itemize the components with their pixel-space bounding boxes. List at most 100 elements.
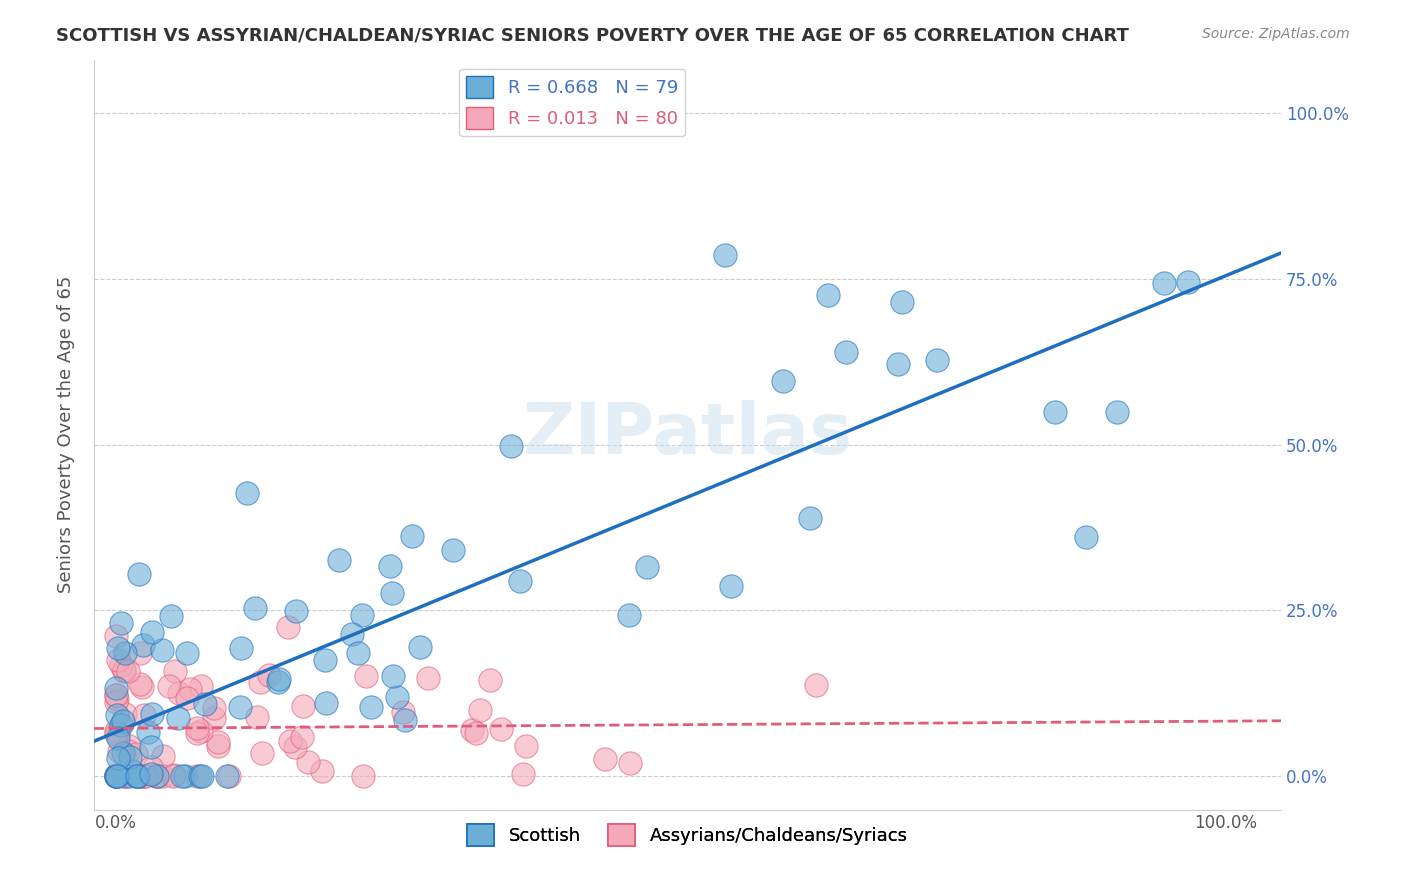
Point (190, 723, 212, 738)
Point (285, 604, 308, 618)
Point (619, 756, 641, 771)
Point (925, 353, 948, 368)
Point (169, 686, 191, 700)
Point (207, 739, 229, 753)
Point (146, 769, 169, 783)
Point (461, 723, 484, 737)
Point (834, 344, 856, 359)
Point (806, 678, 828, 692)
Point (128, 646, 150, 660)
Point (416, 671, 439, 685)
Point (132, 769, 155, 783)
Point (409, 640, 432, 654)
Point (132, 638, 155, 652)
Point (887, 357, 910, 371)
Point (145, 769, 167, 783)
Point (105, 695, 128, 709)
Point (111, 746, 134, 760)
Point (1107, 405, 1129, 419)
Point (118, 739, 141, 754)
Point (202, 701, 225, 715)
Point (141, 624, 163, 639)
Point (105, 727, 128, 741)
Point (162, 769, 184, 783)
Point (315, 696, 337, 710)
Point (394, 713, 416, 727)
Point (1177, 275, 1199, 289)
Point (105, 629, 128, 643)
Point (132, 769, 155, 783)
Point (127, 769, 149, 783)
Point (170, 769, 193, 783)
Point (129, 677, 152, 691)
Point (509, 574, 531, 588)
Point (135, 769, 157, 783)
Point (150, 643, 173, 657)
Point (186, 721, 208, 735)
Point (190, 679, 212, 693)
Point (354, 669, 377, 683)
Point (292, 698, 315, 713)
Point (441, 542, 464, 557)
Point (186, 769, 208, 783)
Point (353, 769, 375, 783)
Point (772, 374, 794, 388)
Point (105, 688, 128, 702)
Point (107, 751, 129, 765)
Point (515, 739, 537, 753)
Point (110, 657, 132, 672)
Legend: Scottish, Assyrians/Chaldeans/Syriacs: Scottish, Assyrians/Chaldeans/Syriacs (460, 816, 915, 853)
Point (385, 690, 408, 705)
Point (468, 703, 491, 717)
Point (107, 744, 129, 758)
Point (194, 697, 217, 711)
Point (291, 731, 314, 745)
Point (117, 664, 139, 678)
Point (202, 710, 225, 724)
Point (191, 769, 214, 783)
Point (176, 646, 198, 660)
Point (112, 769, 135, 783)
Point (311, 764, 333, 778)
Point (228, 700, 250, 714)
Point (146, 769, 169, 783)
Point (114, 706, 136, 721)
Point (340, 626, 363, 640)
Point (127, 769, 149, 783)
Point (350, 608, 373, 623)
Point (1074, 530, 1097, 544)
Point (117, 744, 139, 758)
Point (401, 529, 423, 543)
Point (231, 640, 253, 655)
Point (284, 739, 307, 754)
Point (105, 769, 128, 783)
Point (107, 731, 129, 745)
Point (105, 681, 128, 696)
Point (112, 663, 135, 677)
Point (111, 714, 134, 729)
Point (160, 608, 183, 623)
Point (720, 579, 742, 593)
Point (139, 760, 162, 774)
Point (381, 585, 404, 599)
Point (489, 722, 512, 736)
Point (179, 682, 201, 697)
Point (115, 769, 138, 783)
Point (501, 439, 523, 453)
Point (347, 646, 370, 660)
Point (1045, 405, 1067, 419)
Point (131, 769, 153, 783)
Point (105, 769, 128, 783)
Point (278, 733, 301, 747)
Point (121, 764, 143, 778)
Point (252, 747, 274, 761)
Point (617, 608, 640, 623)
Point (105, 769, 128, 783)
Point (277, 620, 299, 634)
Point (105, 769, 128, 783)
Point (236, 486, 259, 500)
Point (512, 767, 534, 781)
Point (380, 559, 402, 574)
Point (134, 708, 156, 723)
Point (269, 672, 291, 686)
